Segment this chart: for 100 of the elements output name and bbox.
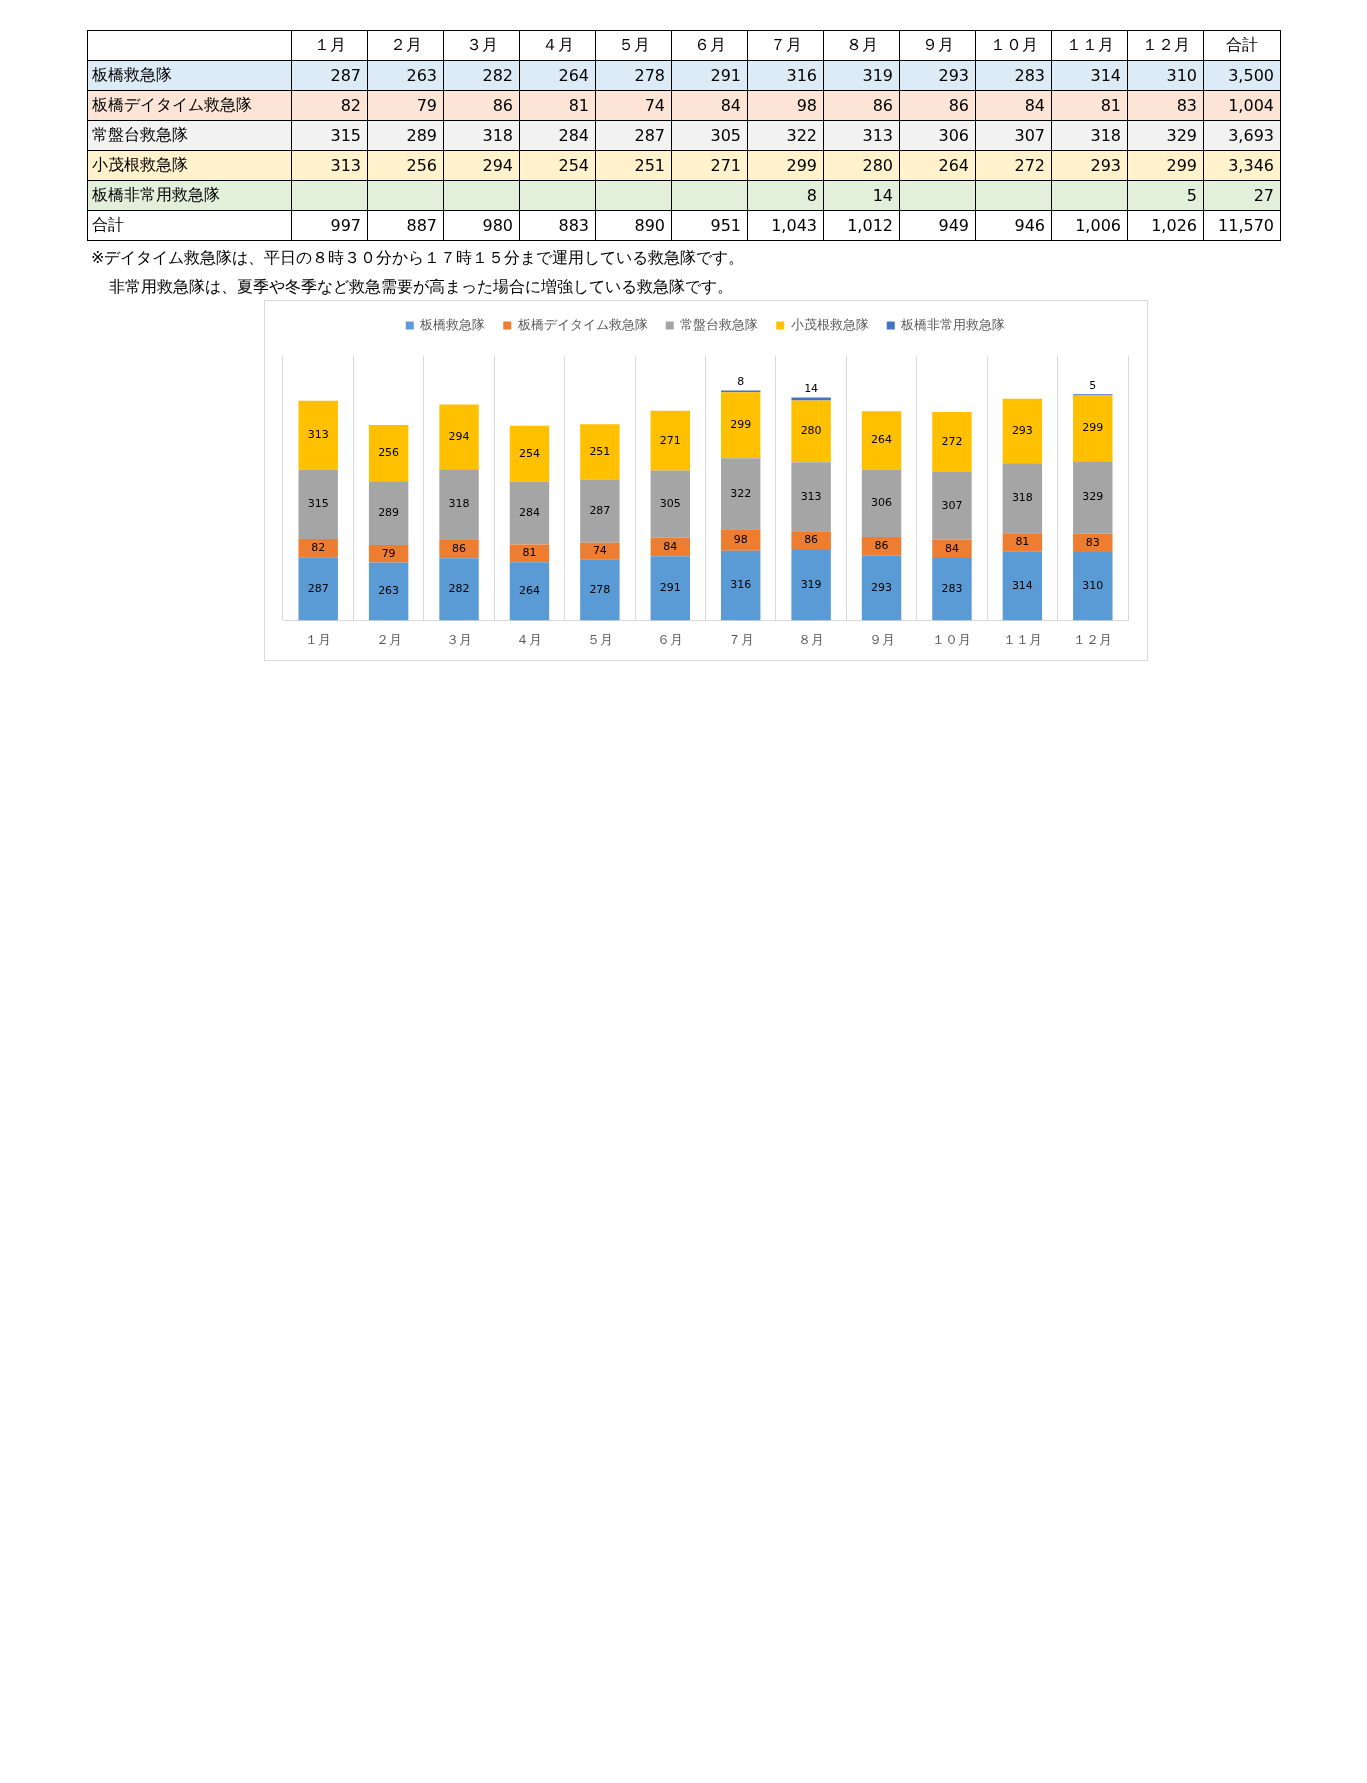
data-label: 74	[592, 543, 607, 557]
x-tick-label: ６月	[671, 30, 748, 61]
data-label: 293	[899, 60, 976, 91]
data-label: 305	[671, 120, 748, 151]
data-label: 282	[448, 582, 470, 596]
data-label: 79	[381, 546, 396, 560]
data-label: 316	[747, 60, 824, 91]
x-tick-label: ３月	[446, 631, 473, 647]
data-label: 287	[589, 504, 611, 518]
data-label: 82	[291, 90, 368, 121]
data-label: 319	[800, 578, 822, 592]
data-label: 81	[519, 90, 596, 121]
data-label: 3,346	[1203, 150, 1281, 181]
x-tick-label: １１月	[1002, 631, 1042, 647]
y-tick-label: 板橋非常用救急隊	[87, 180, 292, 211]
data-label: 329	[1127, 120, 1204, 151]
data-label: 284	[518, 505, 540, 519]
y-tick-label: 小茂根救急隊	[87, 150, 292, 181]
data-label: 264	[519, 60, 596, 91]
data-label: 294	[448, 429, 470, 443]
x-tick-label: １２月	[1073, 631, 1113, 647]
x-tick-label: 合計	[1203, 30, 1281, 61]
data-label: 254	[518, 446, 540, 460]
x-tick-label: ６月	[657, 631, 684, 647]
data-label: 293	[1011, 423, 1033, 437]
data-label: 82	[311, 540, 326, 554]
data-label: 299	[1127, 150, 1204, 181]
data-label: 86	[874, 539, 889, 553]
data-label: 84	[663, 539, 678, 553]
data-label: 314	[1011, 578, 1033, 592]
x-tick-label: ５月	[586, 631, 613, 647]
x-tick-label: ９月	[868, 631, 895, 647]
data-label: 5	[1127, 180, 1204, 211]
data-label: 313	[291, 150, 368, 181]
data-label: 74	[595, 90, 672, 121]
data-label: 84	[944, 541, 959, 555]
x-tick-label: １１月	[1051, 30, 1128, 61]
data-label: 256	[378, 446, 400, 460]
data-label: 287	[307, 581, 329, 595]
x-tick-label: ４月	[519, 30, 596, 61]
data-label: 946	[975, 210, 1052, 241]
y-tick-label: 合計	[87, 210, 292, 241]
data-label: 256	[367, 150, 444, 181]
data-label: 254	[519, 150, 596, 181]
data-label: 949	[899, 210, 976, 241]
x-tick-label: １月	[291, 30, 368, 61]
data-label: 318	[443, 120, 520, 151]
data-label: 289	[367, 120, 444, 151]
data-label: 289	[378, 506, 400, 520]
data-label: 264	[871, 433, 893, 447]
y-tick-label: 板橋救急隊	[87, 60, 292, 91]
data-label: 263	[367, 60, 444, 91]
data-label: 287	[291, 60, 368, 91]
data-label: 313	[800, 489, 822, 503]
data-label: 310	[1082, 579, 1104, 593]
data-label: 81	[1015, 535, 1030, 549]
x-tick-label: ７月	[727, 631, 754, 647]
data-label: 322	[730, 486, 752, 500]
data-label: 291	[671, 60, 748, 91]
data-label: 271	[671, 150, 748, 181]
data-label: 294	[443, 150, 520, 181]
data-label: 319	[823, 60, 900, 91]
data-label: 86	[823, 90, 900, 121]
data-label: 283	[941, 582, 963, 596]
x-tick-label: １２月	[1127, 30, 1204, 61]
data-label: 307	[975, 120, 1052, 151]
data-label: 8	[737, 375, 745, 389]
data-label: 315	[307, 497, 329, 511]
data-label: 284	[519, 120, 596, 151]
data-label: 81	[1051, 90, 1128, 121]
data-label: 86	[452, 541, 467, 555]
data-label: 951	[671, 210, 748, 241]
data-label: 98	[747, 90, 824, 121]
x-tick-label: １０月	[975, 30, 1052, 61]
text: ※デイタイム救急隊は、平日の８時３０分から１７時１５分まで運用している救急隊です。	[90, 247, 746, 269]
data-label: 318	[448, 497, 470, 511]
data-label: 1,026	[1127, 210, 1204, 241]
data-label: 322	[747, 120, 824, 151]
data-label: 84	[671, 90, 748, 121]
legend-label: 板橋救急隊	[419, 316, 486, 332]
legend-label: 板橋非常用救急隊	[900, 316, 1006, 332]
data-label: 313	[307, 428, 329, 442]
data-label: 272	[941, 434, 963, 448]
data-label: 1,004	[1203, 90, 1281, 121]
data-label: 83	[1085, 535, 1100, 549]
y-tick-label: 板橋デイタイム救急隊	[87, 90, 292, 121]
data-label: 299	[747, 150, 824, 181]
x-tick-label: ３月	[443, 30, 520, 61]
data-label: 251	[595, 150, 672, 181]
data-label: 81	[522, 546, 537, 560]
legend-label: 小茂根救急隊	[790, 316, 869, 332]
data-label: 291	[659, 581, 681, 595]
x-tick-label: ２月	[375, 631, 402, 647]
data-label: 307	[941, 498, 963, 512]
data-label: 980	[443, 210, 520, 241]
data-label: 293	[1051, 150, 1128, 181]
data-label: 306	[899, 120, 976, 151]
data-label: 280	[823, 150, 900, 181]
x-tick-label: ４月	[516, 631, 543, 647]
x-tick-label: ２月	[367, 30, 444, 61]
